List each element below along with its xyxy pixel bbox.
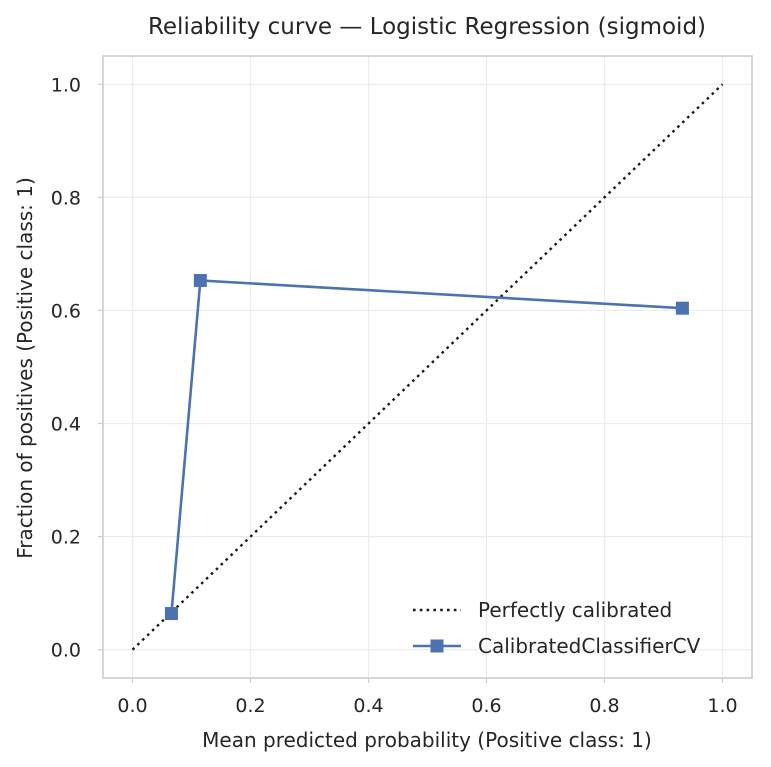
grid-lines (103, 56, 752, 678)
x-tick-label: 0.6 (471, 695, 501, 717)
data-point-marker (193, 273, 207, 287)
y-tick-label: 0.2 (51, 527, 81, 549)
series-layer (131, 83, 724, 651)
chart-title: Reliability curve — Logistic Regression … (148, 14, 706, 40)
x-tick-label: 0.8 (589, 695, 619, 717)
x-tick-label: 0.2 (235, 695, 265, 717)
data-point-marker (164, 607, 178, 621)
y-tick-label: 0.6 (51, 300, 81, 322)
x-tick-label: 0.0 (117, 695, 147, 717)
y-tick-label: 0.8 (51, 187, 81, 209)
x-axis-label: Mean predicted probability (Positive cla… (202, 728, 652, 752)
data-point-marker (675, 301, 689, 315)
y-axis-label: Fraction of positives (Positive class: 1… (13, 177, 37, 559)
y-tick-label: 0.4 (51, 414, 81, 436)
series-line-1 (170, 279, 683, 614)
x-tick-label: 1.0 (707, 695, 737, 717)
y-tick-label: 1.0 (51, 74, 81, 96)
series-line-0 (131, 83, 724, 651)
plot-frame (102, 55, 753, 679)
legend-label-0: Perfectly calibrated (478, 598, 672, 622)
x-tick-label: 0.4 (353, 695, 383, 717)
legend-marker (430, 639, 444, 653)
legend-label-1: CalibratedClassifierCV (478, 634, 701, 658)
y-tick-label: 0.0 (51, 640, 81, 662)
axis-ticks: 0.0 0.2 0.4 0.6 0.8 1.0 0.0 0.2 0.4 0.6 0.8 1.0 (51, 74, 738, 717)
legend: Perfectly calibrated CalibratedClassifier… (413, 598, 701, 658)
